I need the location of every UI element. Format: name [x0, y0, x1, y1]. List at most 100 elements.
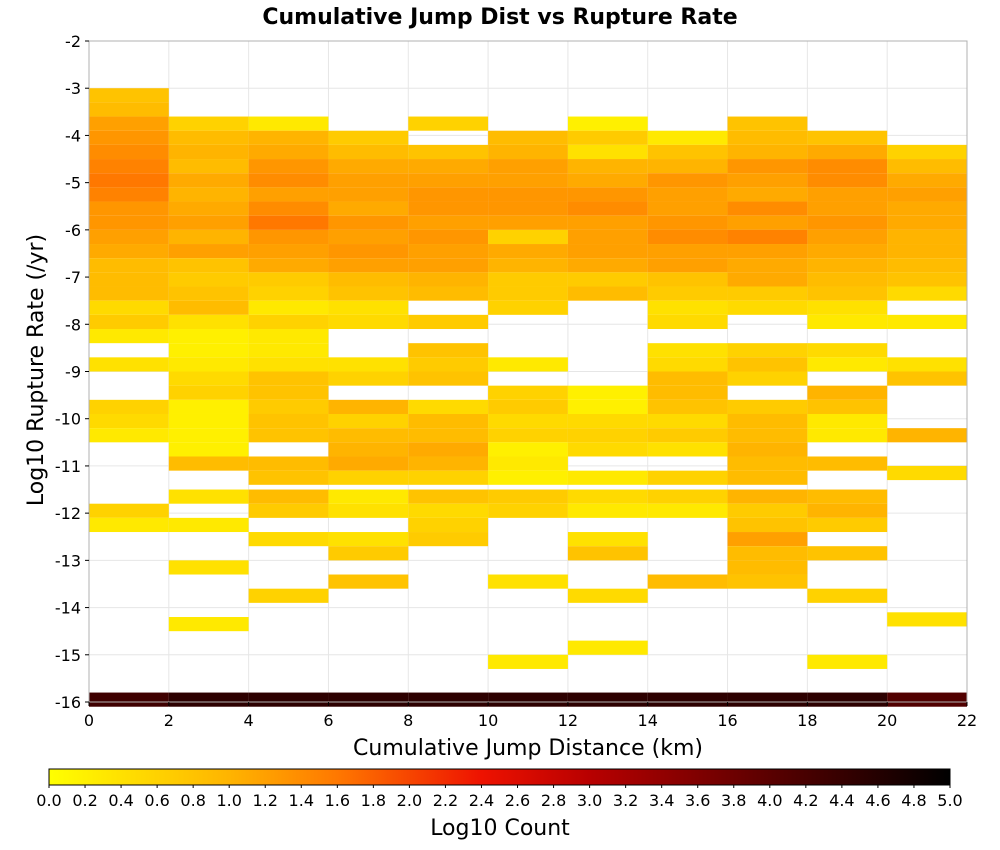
heatmap-cell — [727, 442, 808, 457]
heatmap-cell — [807, 654, 888, 669]
heatmap-cell — [328, 503, 409, 518]
colorbar-tick-label: 2.4 — [469, 791, 494, 810]
heatmap-cell — [408, 517, 489, 533]
y-tick-label: -9 — [65, 363, 81, 382]
x-tick-label: 16 — [717, 711, 737, 730]
heatmap-cell — [567, 546, 648, 561]
heatmap-cell — [328, 130, 409, 145]
heatmap-cell — [488, 503, 568, 518]
colorbar-tick-label: 5.0 — [937, 791, 962, 810]
heatmap-cell — [567, 442, 648, 457]
heatmap-cell — [89, 399, 169, 414]
heatmap-cell — [488, 229, 568, 245]
heatmap-cell — [567, 187, 648, 202]
colorbar-tick-label: 2.6 — [505, 791, 530, 810]
heatmap-cell — [328, 144, 409, 160]
heatmap-cell — [887, 244, 967, 259]
colorbar-tick-label: 0.6 — [144, 791, 169, 810]
heatmap-cell — [567, 258, 648, 273]
heatmap-cell — [807, 300, 888, 315]
heatmap-cell — [807, 173, 888, 188]
heatmap-cell — [647, 385, 728, 400]
heatmap-cell — [647, 413, 728, 429]
heatmap-cell — [408, 272, 489, 287]
heatmap-cell — [408, 456, 489, 471]
heatmap-cell — [89, 215, 169, 230]
colorbar-tick-label: 1.6 — [325, 791, 350, 810]
x-tick-label: 12 — [558, 711, 578, 730]
heatmap-cell — [408, 692, 489, 707]
heatmap-cell — [89, 88, 169, 103]
heatmap-cell — [807, 385, 888, 400]
heatmap-cell — [168, 517, 249, 533]
heatmap-cell — [488, 187, 568, 202]
heatmap-cell — [168, 173, 249, 188]
heatmap-cell — [727, 244, 808, 259]
heatmap-cell — [807, 159, 888, 174]
heatmap-cell — [488, 300, 568, 315]
heatmap-cell — [727, 470, 808, 485]
heatmap-cell — [807, 215, 888, 230]
heatmap-cell — [168, 130, 249, 145]
heatmap-cell — [567, 272, 648, 287]
heatmap-cell — [488, 692, 568, 707]
heatmap-cell — [168, 428, 249, 443]
heatmap-cell — [488, 470, 568, 485]
y-tick-label: -8 — [65, 315, 81, 334]
heatmap-cell — [567, 130, 648, 145]
heatmap-cell — [567, 385, 648, 400]
heatmap-cell — [248, 343, 329, 358]
heatmap-cell — [248, 588, 329, 603]
x-tick-label: 14 — [638, 711, 658, 730]
heatmap-cell — [248, 470, 329, 485]
heatmap-cell — [89, 116, 169, 131]
heatmap-cell — [488, 574, 568, 589]
heatmap-cell — [168, 385, 249, 400]
heatmap-cell — [408, 357, 489, 372]
x-axis-label: Cumulative Jump Distance (km) — [353, 736, 703, 761]
heatmap-cell — [488, 244, 568, 259]
heatmap-cell — [248, 329, 329, 344]
heatmap-cell — [408, 428, 489, 443]
colorbar-tick-label: 1.0 — [216, 791, 241, 810]
heatmap-cell — [408, 442, 489, 457]
heatmap-cell — [488, 130, 568, 145]
heatmap-cell — [727, 187, 808, 202]
y-tick-label: -12 — [55, 504, 81, 523]
heatmap-cell — [248, 692, 329, 707]
heatmap-cell — [567, 144, 648, 160]
heatmap-cell — [727, 371, 808, 386]
heatmap-cell — [807, 357, 888, 372]
colorbar-tick-label: 4.6 — [865, 791, 890, 810]
heatmap-cell — [488, 286, 568, 301]
colorbar-tick-label: 4.4 — [829, 791, 854, 810]
heatmap-cell — [248, 173, 329, 188]
colorbar-tick-label: 1.4 — [289, 791, 314, 810]
heatmap-cell — [248, 159, 329, 174]
heatmap-cell — [727, 489, 808, 504]
heatmap-cell — [727, 229, 808, 245]
heatmap-cell — [887, 201, 967, 216]
heatmap-cell — [647, 286, 728, 301]
heatmap-cell — [887, 173, 967, 188]
heatmap-cell — [408, 470, 489, 485]
heatmap-cell — [328, 470, 409, 485]
x-tick-label: 8 — [403, 711, 413, 730]
heatmap-cell — [168, 314, 249, 330]
heatmap-cell — [168, 329, 249, 344]
heatmap-cell — [168, 489, 249, 504]
heatmap-cell — [328, 272, 409, 287]
heatmap-cell — [488, 654, 568, 669]
colorbar-gradient — [48, 768, 951, 786]
y-tick-label: -6 — [65, 221, 81, 240]
heatmap-cell — [567, 229, 648, 245]
heatmap-cell — [89, 187, 169, 202]
heatmap-cell — [408, 314, 489, 330]
heatmap-cell — [647, 215, 728, 230]
y-tick-label: -3 — [65, 79, 81, 98]
heatmap-cell — [328, 546, 409, 561]
heatmap-cell — [567, 173, 648, 188]
heatmap-cell — [488, 489, 568, 504]
plot-area — [88, 40, 968, 707]
heatmap-cell — [567, 489, 648, 504]
